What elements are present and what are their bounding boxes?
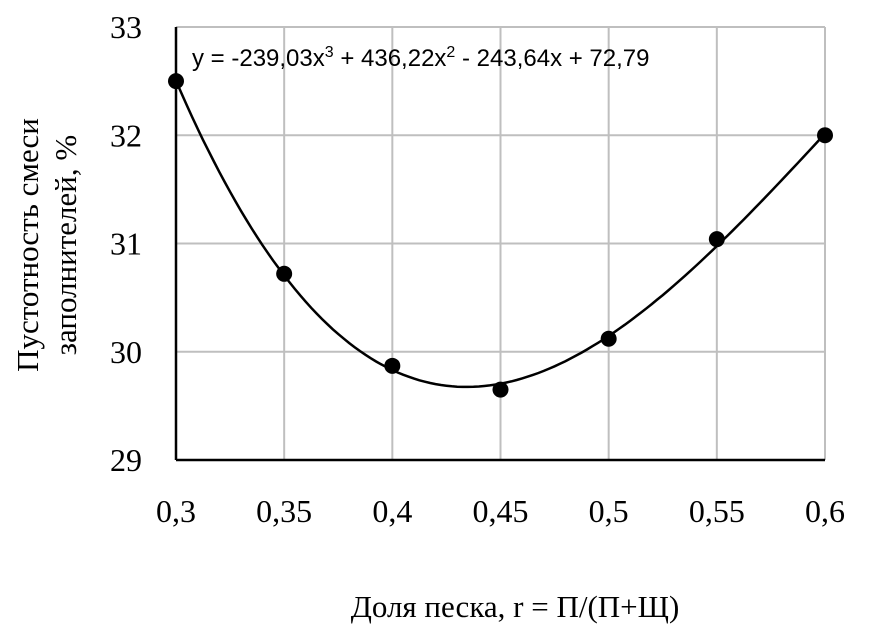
- x-tick-label: 0,35: [256, 493, 312, 529]
- y-tick-label: 33: [110, 9, 142, 45]
- axes: [174, 27, 825, 462]
- data-point: [817, 127, 833, 144]
- x-tick-label: 0,55: [689, 493, 745, 529]
- y-tick-label: 30: [110, 334, 142, 370]
- y-tick-label: 29: [110, 442, 142, 478]
- data-point: [708, 231, 725, 248]
- x-axis-label: Доля песка, r = П/(П+Щ): [351, 589, 680, 624]
- x-tick-label: 0,4: [372, 493, 412, 529]
- data-points: [168, 73, 833, 398]
- x-tick-label: 0,45: [473, 493, 529, 529]
- data-point: [600, 330, 617, 347]
- x-tick-label: 0,5: [589, 493, 629, 529]
- x-tick-label: 0,3: [156, 493, 196, 529]
- x-tick-label: 0,6: [805, 493, 845, 529]
- y-tick-label: 32: [110, 117, 142, 153]
- data-point: [276, 265, 293, 282]
- y-axis-label: Пустотность смеси заполнителей, %: [10, 118, 83, 372]
- tick-labels: 0,3 0,35 0,4 0,45 0,5 0,55 0,6 29 30 31 32 33: [110, 9, 845, 529]
- data-point: [168, 73, 184, 90]
- y-tick-label: 31: [110, 226, 142, 262]
- y-axis-label-line-2: заполнителей, %: [48, 135, 83, 355]
- data-point: [492, 381, 509, 398]
- y-axis-label-line-1: Пустотность смеси: [10, 118, 45, 372]
- data-point: [384, 357, 401, 374]
- trendline-equation: y = -239,03x3 + 436,22x2 - 243,64x + 72,…: [192, 44, 649, 72]
